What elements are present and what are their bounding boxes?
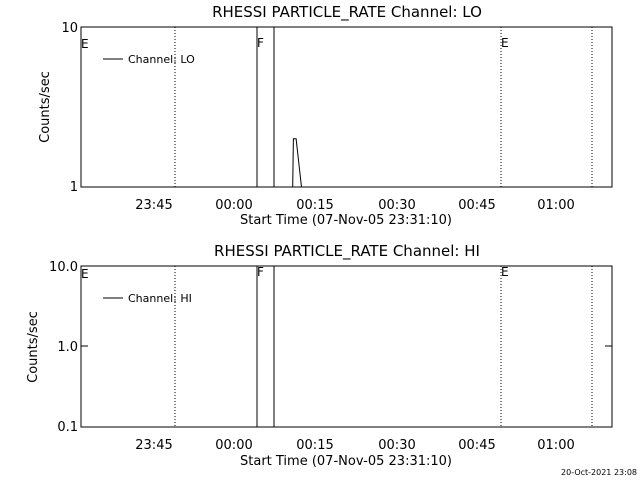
panel-hi-xtick-0045: 00:45 — [458, 438, 495, 453]
panel-hi-xtick-2345: 23:45 — [135, 438, 172, 453]
panel-lo-xtick-0000: 00:00 — [215, 198, 252, 213]
panel-hi: RHESSI PARTICLE_RATE Channel: HI 10.0 1.… — [26, 242, 613, 469]
panel-lo-marker-label-f: F — [257, 36, 264, 50]
panel-hi-xtick-0000: 00:00 — [215, 438, 252, 453]
panel-lo-ytick-10: 10 — [61, 21, 78, 36]
panel-hi-ytick-01: 0.1 — [57, 420, 78, 435]
panel-lo-ylabel: Counts/sec — [38, 71, 53, 143]
panel-lo-xtick-0015: 00:15 — [296, 198, 333, 213]
panel-lo-ytick-1: 1 — [70, 180, 78, 195]
panel-hi-frame — [80, 265, 613, 428]
panel-hi-marker-label-e1: E — [81, 267, 89, 281]
panel-lo-xtick-0045: 00:45 — [458, 198, 495, 213]
panel-hi-ytick-1: 1.0 — [57, 340, 78, 355]
panel-lo-legend-label: Channel: LO — [128, 53, 195, 66]
panel-hi-xtick-0100: 01:00 — [537, 438, 574, 453]
panel-lo-frame — [80, 26, 613, 188]
panel-lo-xtick-2345: 23:45 — [135, 198, 172, 213]
panel-lo-series-line — [292, 138, 303, 188]
panel-hi-ytick-10: 10.0 — [49, 260, 78, 275]
panel-hi-xlabel: Start Time (07-Nov-05 23:31:10) — [240, 454, 452, 469]
panel-hi-xtick-0030: 00:30 — [378, 438, 415, 453]
panel-hi-legend-label: Channel: HI — [128, 292, 192, 305]
timestamp: 20-Oct-2021 23:08 — [561, 468, 637, 477]
panel-lo-marker-label-e1: E — [81, 37, 89, 51]
panel-lo-marker-label-e2: E — [501, 36, 509, 50]
panel-lo-xtick-0100: 01:00 — [537, 198, 574, 213]
panel-hi-ylabel: Counts/sec — [26, 311, 41, 383]
panel-hi-xtick-0015: 00:15 — [296, 438, 333, 453]
panel-lo-xlabel: Start Time (07-Nov-05 23:31:10) — [240, 213, 452, 228]
panel-lo: RHESSI PARTICLE_RATE Channel: LO 10 1 Co… — [38, 3, 613, 228]
panel-hi-title: RHESSI PARTICLE_RATE Channel: HI — [214, 242, 480, 261]
panel-hi-marker-label-e2: E — [501, 265, 509, 279]
panel-hi-marker-label-f: F — [257, 265, 264, 279]
panel-lo-title: RHESSI PARTICLE_RATE Channel: LO — [212, 3, 482, 22]
panel-lo-xtick-0030: 00:30 — [378, 198, 415, 213]
